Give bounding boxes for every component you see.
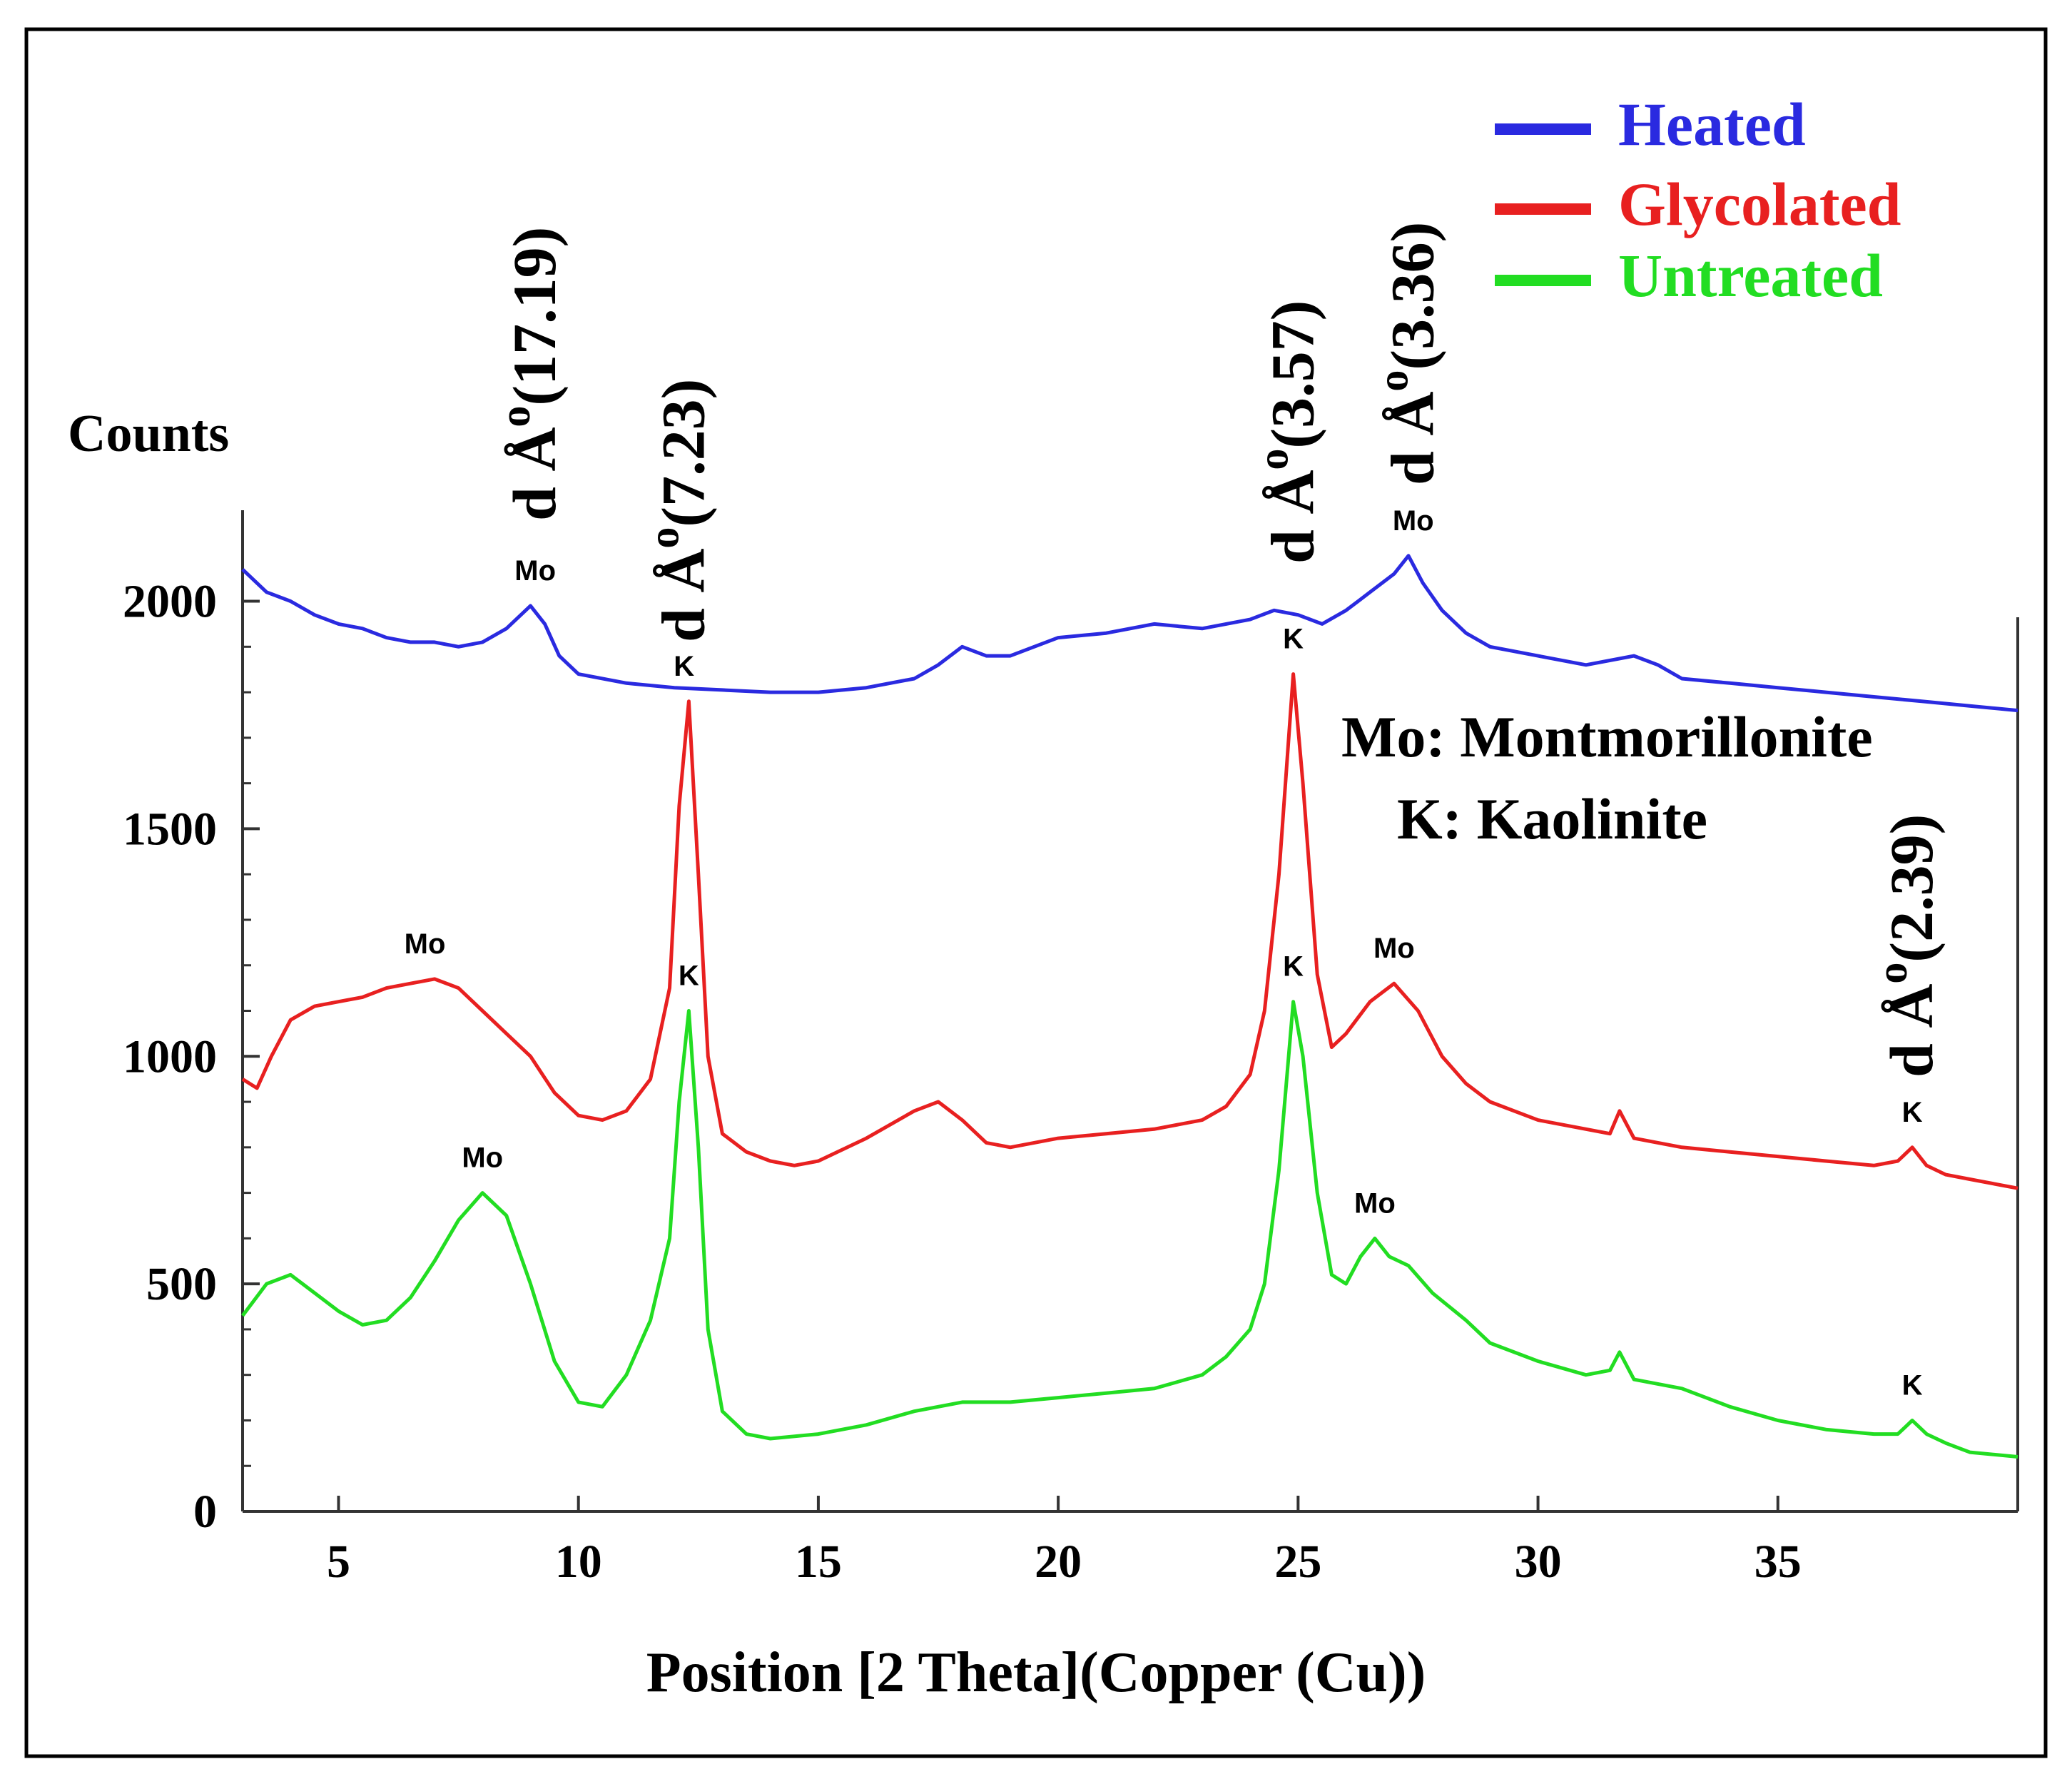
series-line-glycolated <box>241 672 2018 1190</box>
peak-label-mo: Mo <box>514 555 556 587</box>
d-spacing-label: d Åo(7.23) <box>641 379 718 642</box>
peak-label-mo: Mo <box>462 1142 503 1174</box>
x-tick-label: 5 <box>327 1536 350 1588</box>
legend: Heated Glycolated Untreated <box>1495 90 1901 310</box>
y-tick-label: 1000 <box>123 1030 217 1083</box>
peak-label-mo: Mo <box>1393 505 1434 537</box>
series-line-heated <box>241 554 2018 713</box>
y-tick-label: 0 <box>193 1486 217 1538</box>
peak-label-k: K <box>1283 624 1304 655</box>
peak-label-mo: Mo <box>405 928 446 960</box>
peak-label-k: K <box>1902 1097 1923 1128</box>
peak-label-k: K <box>1902 1369 1923 1401</box>
peak-label-k: K <box>679 961 699 992</box>
x-tick-label: 25 <box>1274 1536 1321 1588</box>
legend-label-untreated: Untreated <box>1618 241 1883 310</box>
x-axis-label: Position [2 Theta](Copper (Cu)) <box>646 1641 1426 1704</box>
x-tick-label: 10 <box>555 1536 602 1588</box>
x-tick-label: 35 <box>1754 1536 1802 1588</box>
figure-frame <box>24 27 2048 1758</box>
x-tick-label: 15 <box>795 1536 842 1588</box>
d-spacing-label: d Åo(3.36) <box>1370 222 1447 485</box>
mineral-key: Mo: Montmorillonite K: Kaolinite <box>1341 704 1873 851</box>
peak-annotations: Mo Mo K Mo K Mo K K Mo K Mo K <box>405 505 1923 1402</box>
d-spacing-labels: d Åo(17.19) d Åo(7.23) d Åo(3.57) d Åo(3.36… <box>492 222 1946 1078</box>
mineral-key-montmorillonite: Mo: Montmorillonite <box>1341 704 1873 769</box>
series-line-untreated <box>241 1000 2018 1459</box>
x-tick-label: 30 <box>1515 1536 1562 1588</box>
peak-label-mo: Mo <box>1354 1187 1396 1219</box>
y-axis-label: Counts <box>68 405 229 463</box>
d-spacing-label: d Åo(2.39) <box>1869 814 1946 1078</box>
y-tick-label: 1500 <box>123 803 217 855</box>
y-tick-label: 500 <box>146 1258 217 1310</box>
d-spacing-label: d Åo(3.57) <box>1250 300 1327 564</box>
peak-label-k: K <box>1283 951 1304 983</box>
legend-label-glycolated: Glycolated <box>1618 170 1901 238</box>
peak-label-k: K <box>674 651 694 682</box>
x-tick-label: 20 <box>1035 1536 1082 1588</box>
plot-series <box>241 554 2018 1459</box>
peak-label-mo: Mo <box>1373 933 1415 964</box>
d-spacing-label: d Åo(17.19) <box>492 227 569 521</box>
legend-label-heated: Heated <box>1618 90 1806 158</box>
y-tick-label: 2000 <box>123 576 217 628</box>
mineral-key-kaolinite: K: Kaolinite <box>1397 786 1707 851</box>
axes: 5 10 15 20 25 30 35 0 500 1000 1500 2000 <box>123 510 2019 1588</box>
